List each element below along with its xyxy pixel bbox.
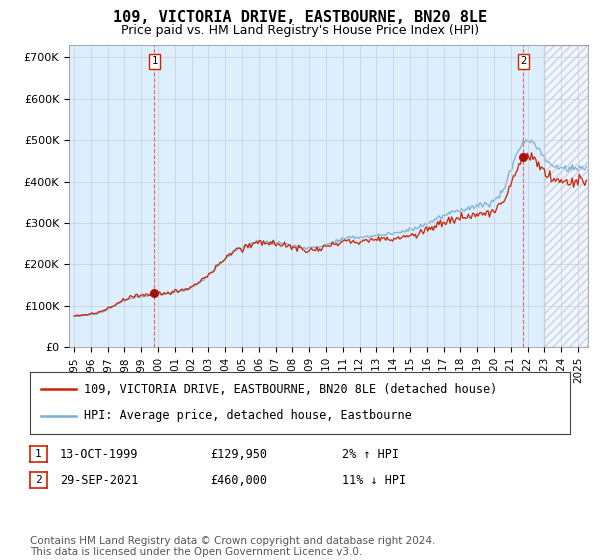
Bar bbox=[544, 45, 588, 347]
Text: £460,000: £460,000 bbox=[210, 474, 267, 487]
Text: 13-OCT-1999: 13-OCT-1999 bbox=[60, 448, 139, 461]
Text: 29-SEP-2021: 29-SEP-2021 bbox=[60, 474, 139, 487]
Point bbox=[518, 152, 528, 161]
Text: £129,950: £129,950 bbox=[210, 448, 267, 461]
Point bbox=[149, 289, 159, 298]
Text: Price paid vs. HM Land Registry's House Price Index (HPI): Price paid vs. HM Land Registry's House … bbox=[121, 24, 479, 36]
Text: 2: 2 bbox=[520, 57, 526, 67]
Text: 2% ↑ HPI: 2% ↑ HPI bbox=[342, 448, 399, 461]
Text: HPI: Average price, detached house, Eastbourne: HPI: Average price, detached house, East… bbox=[84, 409, 412, 422]
Text: 11% ↓ HPI: 11% ↓ HPI bbox=[342, 474, 406, 487]
Text: 1: 1 bbox=[35, 449, 42, 459]
Text: 109, VICTORIA DRIVE, EASTBOURNE, BN20 8LE (detached house): 109, VICTORIA DRIVE, EASTBOURNE, BN20 8L… bbox=[84, 382, 497, 395]
Text: 2: 2 bbox=[35, 475, 42, 485]
Text: Contains HM Land Registry data © Crown copyright and database right 2024.
This d: Contains HM Land Registry data © Crown c… bbox=[30, 535, 436, 557]
Text: 1: 1 bbox=[151, 57, 158, 67]
Text: 109, VICTORIA DRIVE, EASTBOURNE, BN20 8LE: 109, VICTORIA DRIVE, EASTBOURNE, BN20 8L… bbox=[113, 10, 487, 25]
